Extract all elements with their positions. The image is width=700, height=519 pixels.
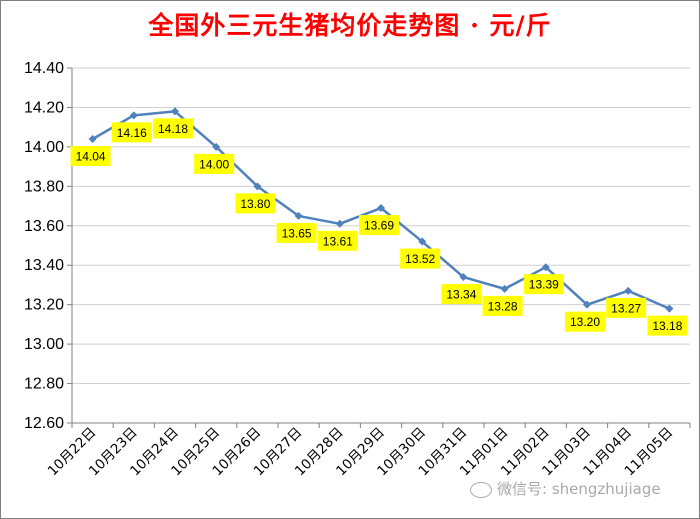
data-label: 13.52 xyxy=(405,252,435,266)
data-point-marker xyxy=(88,135,97,143)
data-label-box xyxy=(441,284,482,305)
data-point-marker xyxy=(294,211,303,220)
data-label-box xyxy=(194,153,235,174)
y-tick-label: 14.40 xyxy=(24,60,64,77)
watermark: 微信号: shengzhujiage xyxy=(470,478,661,499)
y-axis-ticks: 12.60 12.80 13.00 13.20 13.40 13.60 13.80 14.00… xyxy=(24,60,64,432)
data-point-marker xyxy=(624,286,633,295)
data-label-box xyxy=(400,248,441,269)
data-label: 13.39 xyxy=(529,278,559,292)
data-label-box xyxy=(70,146,111,166)
data-point-marker xyxy=(171,107,179,116)
y-tick-label: 12.60 xyxy=(24,415,64,432)
y-tick-label: 13.60 xyxy=(24,218,64,235)
y-tick-label: 13.00 xyxy=(24,336,64,353)
data-label-box xyxy=(606,297,647,318)
data-point-marker xyxy=(129,111,138,120)
data-point-marker xyxy=(541,263,550,272)
data-label: 13.61 xyxy=(323,234,353,248)
data-label: 13.80 xyxy=(240,197,270,211)
chart-title: 全国外三元生猪均价走势图 · 元/斤 xyxy=(148,11,552,40)
data-label: 14.00 xyxy=(199,157,229,171)
watermark-text: 微信号: shengzhujiage xyxy=(497,480,661,498)
x-axis-ticks: 10月22日10月23日10月24日10月25日10月26日10月27日10月2… xyxy=(45,425,677,480)
data-label-box xyxy=(359,215,399,236)
data-label-box xyxy=(565,311,605,332)
data-label: 14.18 xyxy=(158,122,188,136)
y-tick-label: 12.80 xyxy=(24,376,64,393)
data-label-box xyxy=(276,222,317,243)
y-tick-label: 13.20 xyxy=(24,297,64,314)
y-tick-label: 13.40 xyxy=(24,257,64,274)
axes xyxy=(67,67,691,428)
y-tick-label: 14.20 xyxy=(24,99,64,116)
data-label: 13.18 xyxy=(652,319,682,333)
data-labels: 14.04 14.16 14.18 14.00 13.80 13.65 13.61 13.69… xyxy=(70,118,688,336)
data-label: 13.65 xyxy=(282,226,312,240)
data-label-box xyxy=(523,274,564,295)
data-point-marker xyxy=(459,273,468,282)
data-label-box xyxy=(111,122,152,143)
data-point-marker xyxy=(583,300,591,309)
data-label-box xyxy=(482,295,523,316)
data-label: 13.28 xyxy=(488,299,518,313)
y-tick-label: 14.00 xyxy=(24,139,64,156)
data-point-marker xyxy=(335,219,344,228)
data-point-marker xyxy=(665,304,674,313)
wechat-icon xyxy=(470,481,492,498)
y-tick-label: 13.80 xyxy=(24,178,64,195)
data-label-box xyxy=(153,118,193,139)
data-point-marker xyxy=(212,142,221,151)
data-label: 13.20 xyxy=(570,315,600,329)
data-label: 13.34 xyxy=(446,288,476,302)
data-label-box xyxy=(647,315,688,336)
data-label: 13.69 xyxy=(364,219,394,233)
data-point-marker xyxy=(500,284,509,293)
data-point-marker xyxy=(418,237,427,246)
data-point-marker xyxy=(253,182,262,191)
data-label: 13.27 xyxy=(611,301,641,315)
data-label: 14.04 xyxy=(76,150,106,164)
data-point-marker xyxy=(377,204,385,213)
data-label-box xyxy=(235,193,276,214)
data-label: 14.16 xyxy=(117,126,147,140)
data-label-box xyxy=(317,230,358,251)
